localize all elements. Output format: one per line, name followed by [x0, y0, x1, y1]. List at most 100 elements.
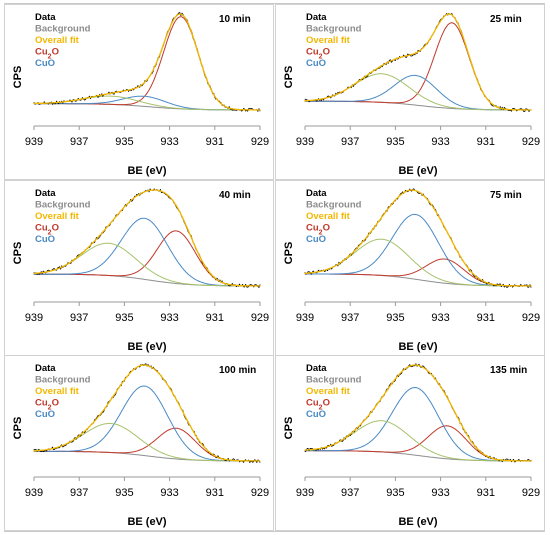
legend-data: Data [35, 363, 56, 374]
legend-overall: Overall fit [35, 211, 80, 222]
x-tick-label: 931 [206, 136, 224, 148]
legend-data: Data [35, 188, 56, 199]
panel-time-label: 25 min [490, 14, 522, 25]
legend-cu2o: Cu2O [35, 223, 59, 237]
y-axis-title: CPS [12, 417, 24, 440]
overall-fit-curve [33, 364, 261, 462]
overall-fit-curve [304, 364, 532, 462]
legend-cuo: CuO [306, 58, 326, 69]
legend-overall: Overall fit [306, 35, 351, 46]
x-tick-label: 939 [296, 487, 314, 499]
legend-overall: Overall fit [35, 386, 80, 397]
x-tick-label: 935 [115, 136, 133, 148]
xps-panel-6: 939 937 935 933 931 929 BE (eV) CPS DataBackgrou… [275, 355, 545, 531]
x-tick-label: 937 [341, 312, 359, 324]
x-tick-label: 937 [70, 312, 88, 324]
legend-data: Data [35, 12, 56, 23]
x-tick-label: 935 [115, 312, 133, 324]
x-axis-title: BE (eV) [127, 516, 166, 528]
x-tick-label: 931 [477, 487, 495, 499]
overall-fit-curve [304, 13, 532, 111]
panel-time-label: 100 min [219, 365, 256, 376]
x-tick-label: 929 [522, 487, 540, 499]
panel-time-label: 75 min [490, 190, 522, 201]
panel-time-label: 135 min [490, 365, 527, 376]
panel-border [4, 4, 274, 180]
x-tick-label: 931 [477, 312, 495, 324]
panel-border [275, 355, 545, 531]
xps-panel-2: 939 937 935 933 931 929 BE (eV) CPS DataBackgrou… [275, 4, 545, 180]
y-axis-title: CPS [12, 66, 24, 89]
x-tick-label: 935 [386, 136, 404, 148]
legend-data: Data [306, 363, 327, 374]
x-tick-label: 939 [25, 136, 43, 148]
legend-background: Background [35, 200, 91, 211]
x-tick-label: 939 [296, 312, 314, 324]
x-tick-label: 937 [70, 487, 88, 499]
panel-time-label: 10 min [219, 14, 251, 25]
overall-fit-curve [33, 189, 261, 287]
x-tick-label: 929 [251, 136, 269, 148]
legend-cuo: CuO [35, 234, 55, 245]
x-tick-label: 929 [251, 312, 269, 324]
x-axis-title: BE (eV) [398, 516, 437, 528]
x-tick-label: 931 [477, 136, 495, 148]
x-axis-title: BE (eV) [127, 341, 166, 353]
legend-cu2o: Cu2O [306, 47, 330, 61]
y-axis-title: CPS [283, 242, 295, 265]
legend-data: Data [306, 188, 327, 199]
panel-border [275, 4, 545, 180]
x-tick-label: 937 [341, 136, 359, 148]
overall-fit-curve [33, 13, 261, 111]
y-axis-title: CPS [283, 417, 295, 440]
legend-data: Data [306, 12, 327, 23]
y-axis-title: CPS [12, 242, 24, 265]
legend-background: Background [35, 375, 91, 386]
x-tick-label: 929 [522, 136, 540, 148]
legend-background: Background [35, 24, 91, 35]
x-tick-label: 931 [206, 487, 224, 499]
xps-panel-5: 939 937 935 933 931 929 BE (eV) CPS DataBackgrou… [4, 355, 274, 531]
legend-cuo: CuO [306, 234, 326, 245]
xps-panel-1: 939 937 935 933 931 929 BE (eV) CPS DataBackgrou… [4, 4, 274, 180]
x-tick-label: 935 [115, 487, 133, 499]
x-tick-label: 939 [25, 487, 43, 499]
legend-overall: Overall fit [306, 386, 351, 397]
legend-cu2o: Cu2O [35, 398, 59, 412]
legend-cu2o: Cu2O [306, 223, 330, 237]
x-tick-label: 935 [386, 312, 404, 324]
legend-cuo: CuO [306, 409, 326, 420]
x-tick-label: 939 [296, 136, 314, 148]
overall-fit-curve [304, 189, 532, 287]
xps-panel-3: 939 937 935 933 931 929 BE (eV) CPS DataBackgrou… [4, 180, 274, 356]
y-axis-title: CPS [283, 66, 295, 89]
legend-cu2o: Cu2O [306, 398, 330, 412]
x-tick-label: 933 [431, 487, 449, 499]
x-axis-title: BE (eV) [398, 341, 437, 353]
x-tick-label: 933 [160, 136, 178, 148]
x-tick-label: 929 [251, 487, 269, 499]
x-tick-label: 931 [206, 312, 224, 324]
data-trace [304, 12, 532, 112]
x-tick-label: 933 [431, 136, 449, 148]
x-axis-title: BE (eV) [398, 165, 437, 177]
x-tick-label: 933 [160, 312, 178, 324]
legend-cu2o: Cu2O [35, 47, 59, 61]
legend-background: Background [306, 24, 362, 35]
x-tick-label: 937 [341, 487, 359, 499]
legend-cuo: CuO [35, 58, 55, 69]
panel-border [4, 355, 274, 531]
panel-time-label: 40 min [219, 190, 251, 201]
legend-cuo: CuO [35, 409, 55, 420]
legend-overall: Overall fit [306, 211, 351, 222]
x-axis-title: BE (eV) [127, 165, 166, 177]
legend-overall: Overall fit [35, 35, 80, 46]
legend-background: Background [306, 200, 362, 211]
xps-panel-4: 939 937 935 933 931 929 BE (eV) CPS DataBackgrou… [275, 180, 545, 356]
x-tick-label: 935 [386, 487, 404, 499]
x-tick-label: 937 [70, 136, 88, 148]
x-tick-label: 933 [160, 487, 178, 499]
x-tick-label: 939 [25, 312, 43, 324]
legend-background: Background [306, 375, 362, 386]
